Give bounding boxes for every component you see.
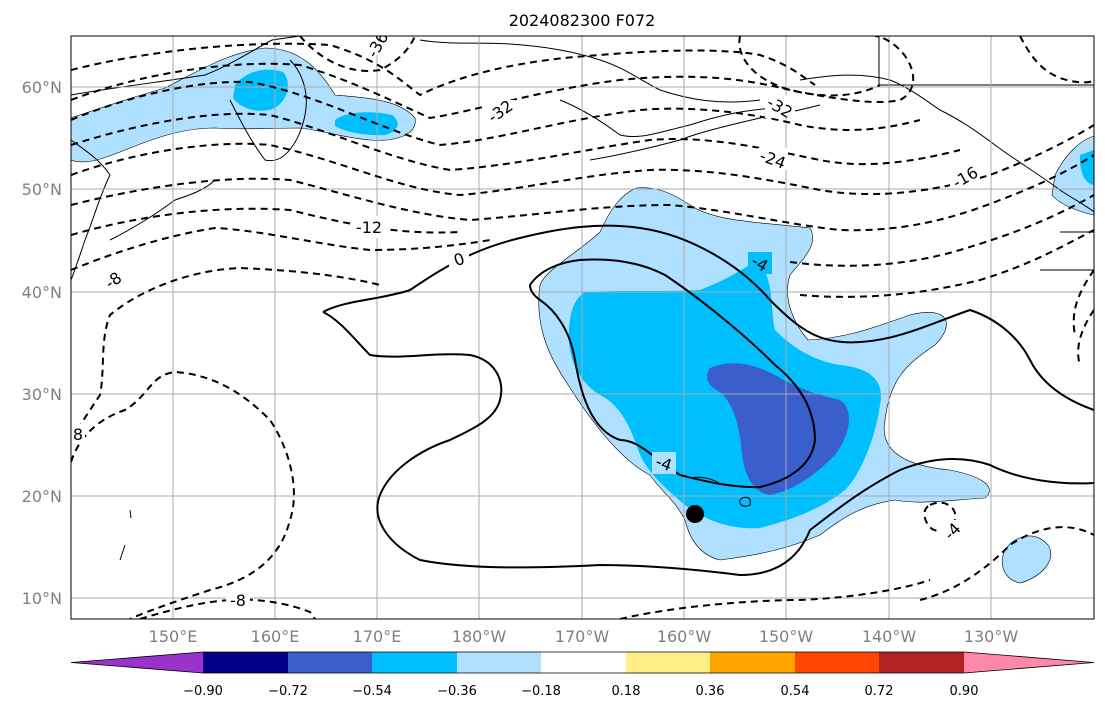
colorbar-tick-label: 0.36 (696, 684, 725, 699)
colorbar-segment (457, 652, 541, 673)
colorbar-tick-label: −0.54 (352, 684, 392, 699)
colorbar-tick-label: −0.36 (437, 684, 477, 699)
lon-label: 170°W (555, 627, 610, 646)
figure-title: 2024082300 F072 (509, 11, 656, 30)
shade-sky-blue-east (1079, 150, 1094, 185)
longitude-labels: 150°E 160°E 170°E 180°W 170°W 160°W 150°… (149, 627, 1019, 646)
lat-label: 40°N (22, 283, 62, 302)
colorbar-segment (964, 652, 1094, 673)
shade-royal-blue-central (707, 363, 850, 495)
colorbar: −0.90 −0.72 −0.54 −0.36 −0.18 0.18 0.36 … (70, 651, 1095, 699)
lon-label: 180°W (452, 627, 507, 646)
anomaly-shading (71, 47, 1094, 584)
colorbar-tick-label: −0.90 (183, 684, 223, 699)
colorbar-segment (541, 652, 626, 673)
lon-label: 150°W (759, 627, 814, 646)
lat-label: 50°N (22, 180, 62, 199)
shade-sky-blue-north-2 (335, 112, 398, 136)
colorbar-segments (70, 651, 1095, 674)
map-frame (70, 35, 1095, 620)
colorbar-tick-labels: −0.90 −0.72 −0.54 −0.36 −0.18 0.18 0.36 … (183, 684, 978, 699)
lat-label: 10°N (22, 589, 62, 608)
colorbar-tick-label: 0.54 (781, 684, 810, 699)
lon-label: 160°W (657, 627, 712, 646)
lon-label: 130°W (964, 627, 1019, 646)
colorbar-segment (879, 652, 964, 673)
shade-sky-blue-north-1 (233, 69, 288, 111)
lat-label: 60°N (22, 78, 62, 97)
contour-label: -12 (356, 218, 382, 237)
contour-label: -8 (230, 591, 246, 610)
colorbar-segment (710, 652, 795, 673)
latitude-labels: 60°N 50°N 40°N 30°N 20°N 10°N (22, 78, 62, 608)
zero-positive-contours (322, 224, 1094, 577)
lat-label: 20°N (22, 487, 62, 506)
colorbar-outline (70, 651, 1095, 674)
location-marker (686, 505, 704, 523)
map-panel: -36 -32 -32 -24 -16 -12 -8 0 -4 -4 (70, 35, 1095, 620)
colorbar-tick-label: −0.72 (268, 684, 308, 699)
lon-label: 150°E (149, 627, 198, 646)
colorbar-segment (71, 652, 203, 673)
contour-label: -4 (653, 452, 674, 475)
colorbar-segment (626, 652, 710, 673)
lon-label: 140°W (862, 627, 917, 646)
colorbar-segment (288, 652, 372, 673)
lat-label: 30°N (22, 385, 62, 404)
contour-label-group: -36 -32 -32 -24 -16 -12 -8 0 -4 -4 (71, 36, 981, 610)
lon-label: 170°E (353, 627, 402, 646)
colorbar-tick-label: 0.90 (950, 684, 979, 699)
colorbar-segment (372, 652, 457, 673)
colorbar-segment (203, 652, 288, 673)
lon-label: 160°E (251, 627, 300, 646)
colorbar-tick-label: 0.18 (612, 684, 641, 699)
colorbar-segment (795, 652, 879, 673)
colorbar-tick-label: 0.72 (865, 684, 894, 699)
colorbar-tick-label: −0.18 (521, 684, 561, 699)
contour-label: 8 (73, 425, 83, 444)
